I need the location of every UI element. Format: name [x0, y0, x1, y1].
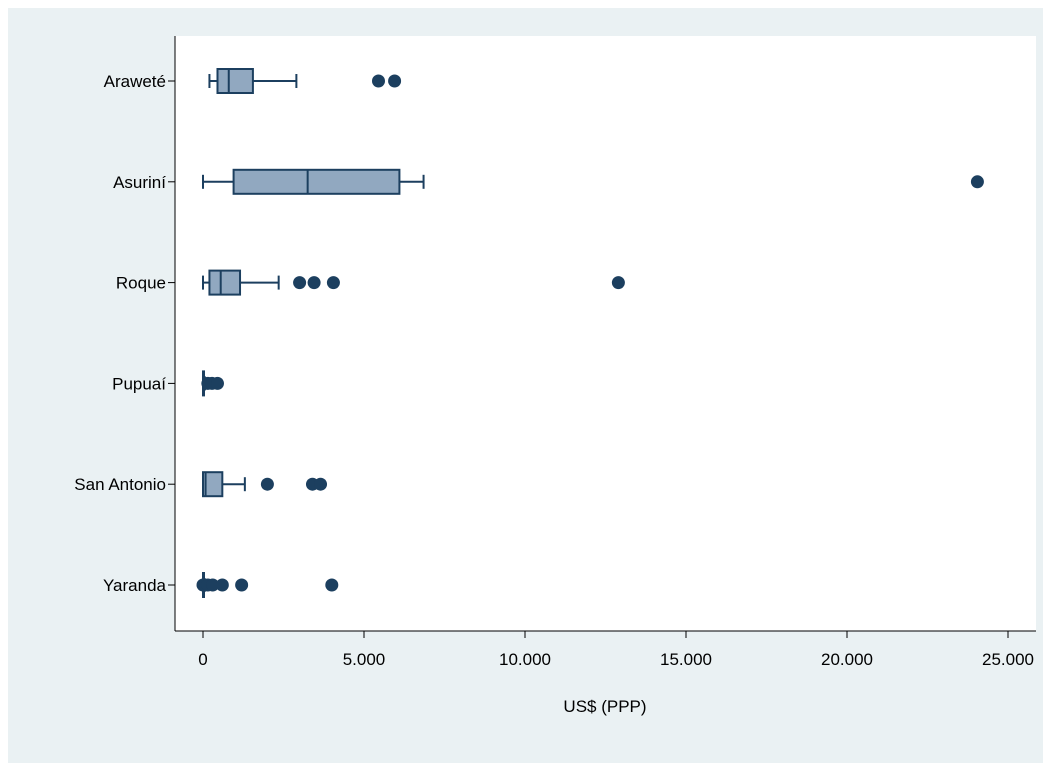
row-4-box [202, 471, 224, 498]
row-1-category-label: Asuriní [113, 173, 166, 192]
x-tick-label-3: 15.000 [660, 650, 712, 669]
x-tick-label-5: 25.000 [982, 650, 1034, 669]
row-1-outlier-0 [970, 175, 984, 189]
row-2-outlier-2 [326, 276, 340, 290]
row-5-outlier-2 [206, 578, 220, 592]
row-5-outlier-4 [235, 578, 249, 592]
row-5-outlier-5 [325, 578, 339, 592]
row-2-category-label: Roque [116, 274, 166, 293]
x-tick-label-1: 5.000 [343, 650, 386, 669]
row-4-category-label: San Antonio [74, 475, 166, 494]
x-tick-label-4: 20.000 [821, 650, 873, 669]
row-2-outlier-1 [307, 276, 321, 290]
row-3-category-label: Pupuaí [112, 374, 166, 393]
row-2-outlier-0 [293, 276, 307, 290]
x-tick-label-0: 0 [198, 650, 207, 669]
row-3-outlier-2 [210, 376, 224, 390]
row-4-outlier-0 [260, 477, 274, 491]
row-4-outlier-2 [314, 477, 328, 491]
row-2-outlier-3 [611, 276, 625, 290]
row-2-box [208, 269, 242, 296]
x-tick-label-2: 10.000 [499, 650, 551, 669]
row-0-outlier-0 [371, 74, 385, 88]
row-0-box [216, 68, 254, 94]
row-0-outlier-1 [388, 74, 402, 88]
row-1-box [232, 168, 401, 195]
row-0-category-label: Araweté [104, 72, 166, 91]
plot-area [175, 36, 1036, 631]
chart-marks: 0 5.000 10.000 15.000 20.000 25.000 Araweté Asu… [74, 68, 1034, 669]
row-5-category-label: Yaranda [103, 576, 167, 595]
x-axis-title: US$ (PPP) [563, 697, 646, 716]
row-5-outlier-3 [215, 578, 229, 592]
